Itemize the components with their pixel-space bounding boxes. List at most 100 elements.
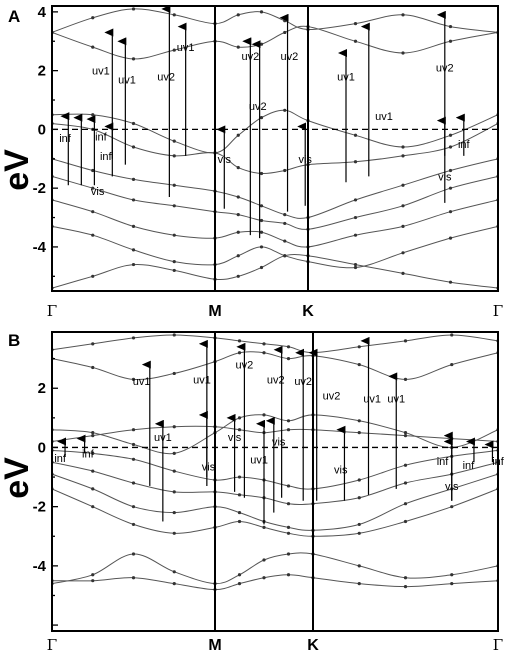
band-point bbox=[237, 428, 242, 432]
band-point bbox=[237, 519, 242, 524]
band-point bbox=[450, 573, 454, 577]
transition-label: uv2 bbox=[236, 360, 254, 372]
band-point bbox=[262, 351, 266, 355]
transitions-B: inf inf uv1 uv1 uv1 vis vis uv2 uv1 uv2 vis uv2 uv2 v… bbox=[54, 336, 505, 525]
band-point bbox=[131, 377, 136, 381]
band-point bbox=[131, 121, 136, 126]
band-point bbox=[172, 333, 176, 337]
band-point bbox=[131, 336, 136, 340]
band-point bbox=[91, 505, 95, 509]
kpoint-label: M bbox=[208, 303, 221, 320]
band-point bbox=[91, 168, 95, 173]
band-point bbox=[172, 233, 176, 237]
y-tick-label: 2 bbox=[38, 380, 46, 397]
band-point bbox=[91, 186, 95, 190]
band-point bbox=[357, 531, 361, 535]
transition-label: uv1 bbox=[387, 394, 405, 406]
band-point bbox=[401, 145, 405, 149]
transition-label: inf bbox=[59, 133, 72, 145]
band-point bbox=[172, 469, 176, 473]
band-point bbox=[357, 345, 361, 349]
band-point bbox=[91, 45, 95, 49]
transition-label: vis bbox=[298, 154, 312, 166]
kpoint-label: Γ bbox=[47, 302, 57, 320]
band-point bbox=[259, 42, 264, 46]
band-point bbox=[259, 204, 264, 208]
band-point bbox=[91, 434, 95, 438]
band-point bbox=[403, 431, 408, 435]
transition-label: uv2 bbox=[267, 374, 285, 386]
transition-label: vis bbox=[272, 437, 286, 449]
band-point bbox=[91, 274, 95, 278]
band-point bbox=[286, 345, 291, 349]
band-point bbox=[450, 505, 454, 509]
band-point bbox=[286, 419, 291, 423]
band-point bbox=[357, 564, 361, 568]
band-point bbox=[259, 265, 264, 270]
band-point bbox=[283, 30, 287, 35]
band-point bbox=[131, 457, 136, 461]
band-point bbox=[131, 224, 136, 228]
band-point bbox=[237, 582, 242, 586]
transition-label: uv1 bbox=[193, 374, 211, 386]
band-point bbox=[172, 371, 176, 376]
band-point bbox=[236, 133, 240, 137]
y-tick-label: 2 bbox=[38, 63, 46, 80]
kpoint-label: Γ bbox=[493, 302, 503, 320]
transition-label: uv1 bbox=[154, 432, 172, 444]
band-point bbox=[131, 248, 136, 252]
kpoint-label: M bbox=[208, 637, 221, 654]
band-point bbox=[403, 584, 408, 589]
band-point bbox=[131, 198, 136, 202]
band-point bbox=[401, 251, 405, 255]
band-point bbox=[131, 262, 136, 267]
y-tick-label: -4 bbox=[33, 239, 47, 256]
band-point bbox=[357, 522, 361, 527]
band-point bbox=[403, 339, 408, 343]
band-point bbox=[131, 7, 136, 11]
band-point bbox=[401, 204, 405, 208]
band-point bbox=[131, 428, 136, 432]
band-point bbox=[450, 582, 454, 586]
band-point bbox=[236, 230, 240, 234]
transition-label: vis bbox=[438, 171, 452, 183]
band-point bbox=[236, 165, 240, 170]
transition-label: uv1 bbox=[92, 66, 110, 78]
band-point bbox=[259, 10, 264, 14]
band-point bbox=[262, 342, 266, 346]
band-point bbox=[353, 262, 358, 267]
band-line bbox=[52, 225, 498, 269]
band-point bbox=[236, 254, 240, 258]
band-point bbox=[286, 573, 291, 577]
band-point bbox=[357, 431, 361, 435]
band-point bbox=[450, 333, 454, 337]
band-point bbox=[259, 171, 264, 176]
band-point bbox=[353, 198, 358, 202]
kpoint-label: K bbox=[302, 303, 314, 320]
band-point bbox=[450, 362, 454, 367]
transition-label: inf bbox=[95, 132, 108, 144]
band-point bbox=[448, 210, 453, 214]
band-point bbox=[131, 576, 136, 580]
band-line bbox=[52, 199, 498, 248]
band-point bbox=[172, 183, 176, 187]
band-point bbox=[259, 218, 264, 223]
band-point bbox=[172, 204, 176, 208]
band-point bbox=[262, 576, 266, 580]
transition-label: vis bbox=[91, 186, 105, 198]
band-point bbox=[91, 431, 95, 435]
band-point bbox=[357, 362, 361, 367]
band-point bbox=[91, 579, 95, 583]
band-point bbox=[353, 160, 358, 164]
band-point bbox=[401, 271, 405, 275]
band-point bbox=[172, 268, 176, 273]
band-point bbox=[91, 451, 95, 455]
transition-label: uv2 bbox=[281, 51, 299, 63]
band-point bbox=[283, 168, 287, 173]
transition-label: vis bbox=[202, 462, 216, 474]
band-point bbox=[403, 481, 408, 485]
band-line bbox=[52, 488, 498, 537]
band-point bbox=[448, 24, 453, 29]
band-point bbox=[448, 145, 453, 149]
